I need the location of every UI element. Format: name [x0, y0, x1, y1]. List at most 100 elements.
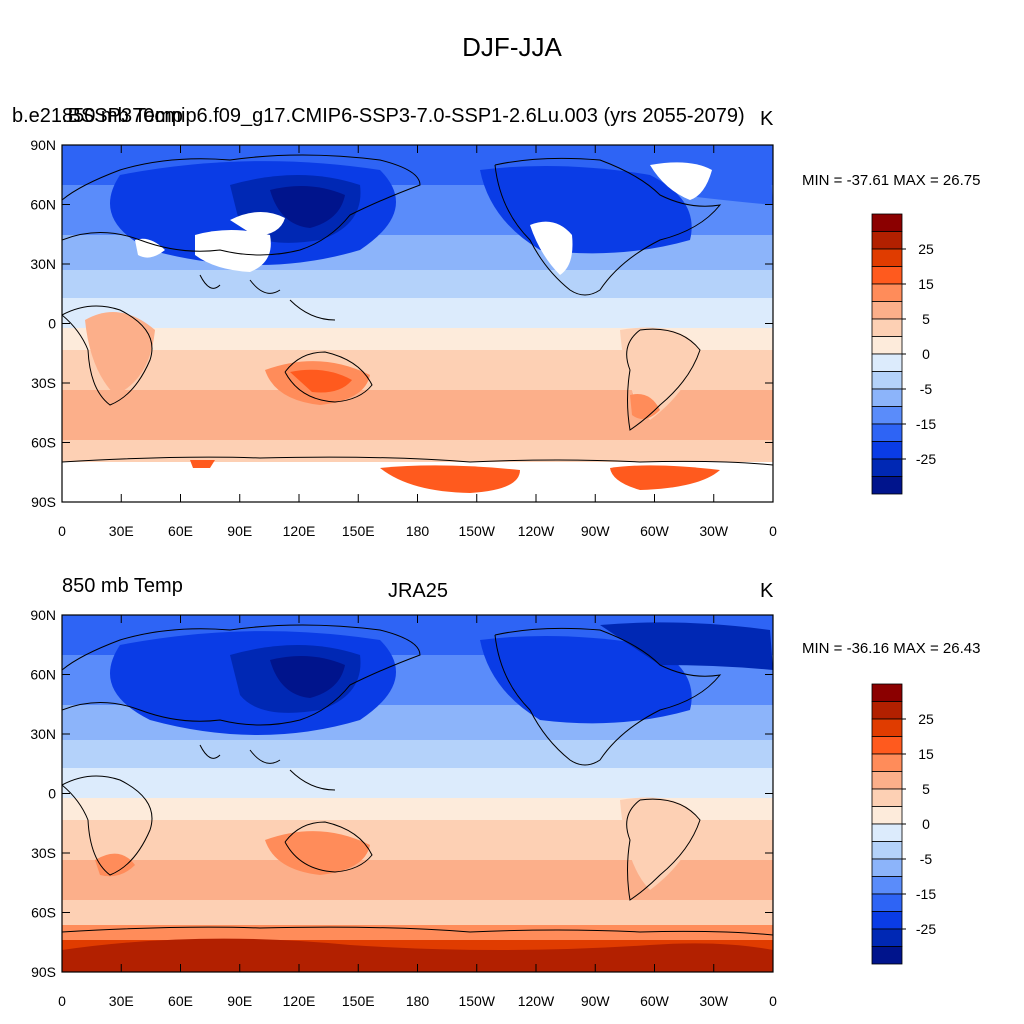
colorbar-swatch	[871, 928, 903, 947]
lat-label: 30S	[31, 845, 56, 861]
colorbar-label: -5	[920, 381, 933, 397]
colorbar-swatch	[871, 718, 903, 737]
lon-label: 30W	[699, 523, 729, 539]
colorbar-label: 5	[922, 311, 930, 327]
lon-label: 120W	[518, 993, 555, 1009]
colorbar-swatch	[871, 858, 903, 877]
lon-label: 120E	[283, 993, 316, 1009]
lat-label: 60S	[31, 905, 56, 921]
colorbar-swatch	[871, 353, 903, 372]
lon-label: 180	[406, 523, 430, 539]
lon-label: 150E	[342, 523, 375, 539]
colorbar-panel1: 25 15 5 0 -5 -15 -25	[871, 213, 936, 495]
colorbar-label: 5	[922, 781, 930, 797]
lon-label: 90E	[227, 993, 252, 1009]
panel2-center-title: JRA25	[387, 580, 449, 602]
panel2-minmax: MIN = -36.16 MAX = 26.43	[802, 640, 981, 657]
colorbar-swatch	[871, 946, 903, 965]
lon-label: 90E	[227, 523, 252, 539]
lat-label: 90S	[31, 964, 56, 980]
colorbar-swatch	[871, 823, 903, 842]
colorbar-label: 0	[922, 346, 930, 362]
lat-label: 60N	[30, 667, 56, 683]
colorbar-label: 25	[918, 711, 934, 727]
colorbar-swatch	[871, 283, 903, 302]
colorbar-swatch	[871, 248, 903, 267]
lon-label: 150W	[458, 523, 495, 539]
lon-label: 150E	[342, 993, 375, 1009]
lon-label: 60W	[640, 523, 670, 539]
colorbar-swatch	[871, 806, 903, 825]
lon-label: 30E	[109, 523, 134, 539]
colorbar-label: -25	[916, 451, 936, 467]
colorbar-swatch	[871, 441, 903, 460]
lon-label: 0	[769, 523, 777, 539]
lon-label: 120W	[518, 523, 555, 539]
lon-label: 90W	[581, 993, 611, 1009]
panel1-center-title: b.e21.BSSP370cmip6.f09_g17.CMIP6-SSP3-7.…	[12, 105, 745, 127]
colorbar-swatch	[871, 458, 903, 477]
lat-label: 30N	[30, 726, 56, 742]
colorbar-swatch	[871, 318, 903, 337]
colorbar-swatch	[871, 893, 903, 912]
lat-label: 90S	[31, 494, 56, 510]
colorbar-swatch	[871, 336, 903, 355]
panel2-units: K	[760, 580, 774, 602]
colorbar-swatch	[871, 371, 903, 390]
colorbar-swatch	[871, 213, 903, 232]
lon-label: 60E	[168, 523, 193, 539]
colorbar-label: 15	[918, 276, 934, 292]
colorbar-swatch	[871, 753, 903, 772]
panel1-units: K	[760, 108, 774, 130]
lon-label: 180	[406, 993, 430, 1009]
panel1-left-title: 850 mb Temp	[62, 105, 183, 127]
colorbar-label: 0	[922, 816, 930, 832]
colorbar-swatch	[871, 876, 903, 895]
colorbar-panel2: 25 15 5 0 -5 -15 -25	[871, 683, 936, 965]
colorbar-swatch	[871, 911, 903, 930]
colorbar-label: -15	[916, 416, 936, 432]
lon-label: 150W	[458, 993, 495, 1009]
lon-label: 90W	[581, 523, 611, 539]
colorbar-swatch	[871, 683, 903, 702]
colorbar-swatch	[871, 771, 903, 790]
panel2-map	[62, 615, 773, 972]
lon-label: 0	[58, 523, 66, 539]
lat-label: 0	[48, 786, 56, 802]
colorbar-swatch	[871, 231, 903, 250]
colorbar-swatch	[871, 266, 903, 285]
colorbar-swatch	[871, 388, 903, 407]
colorbar-swatch	[871, 701, 903, 720]
colorbar-swatch	[871, 841, 903, 860]
lat-label: 30N	[30, 256, 56, 272]
colorbar-label: -5	[920, 851, 933, 867]
figure-title: DJF-JJA	[462, 32, 562, 62]
lat-label: 30S	[31, 375, 56, 391]
lat-label: 0	[48, 316, 56, 332]
lon-label: 60W	[640, 993, 670, 1009]
lon-label: 120E	[283, 523, 316, 539]
lat-label: 60S	[31, 435, 56, 451]
lat-label: 90N	[30, 137, 56, 153]
lon-label: 0	[58, 993, 66, 1009]
colorbar-swatch	[871, 476, 903, 495]
panel2-left-title: 850 mb Temp	[62, 575, 183, 597]
lon-label: 60E	[168, 993, 193, 1009]
colorbar-swatch	[871, 423, 903, 442]
lon-label: 0	[769, 993, 777, 1009]
lat-label: 60N	[30, 197, 56, 213]
colorbar-swatch	[871, 736, 903, 755]
colorbar-label: -25	[916, 921, 936, 937]
colorbar-swatch	[871, 301, 903, 320]
lon-label: 30E	[109, 993, 134, 1009]
colorbar-label: 25	[918, 241, 934, 257]
lon-label: 30W	[699, 993, 729, 1009]
panel1-map	[62, 145, 773, 502]
colorbar-swatch	[871, 788, 903, 807]
colorbar-swatch	[871, 406, 903, 425]
lat-label: 90N	[30, 607, 56, 623]
colorbar-label: -15	[916, 886, 936, 902]
panel1-minmax: MIN = -37.61 MAX = 26.75	[802, 172, 981, 189]
